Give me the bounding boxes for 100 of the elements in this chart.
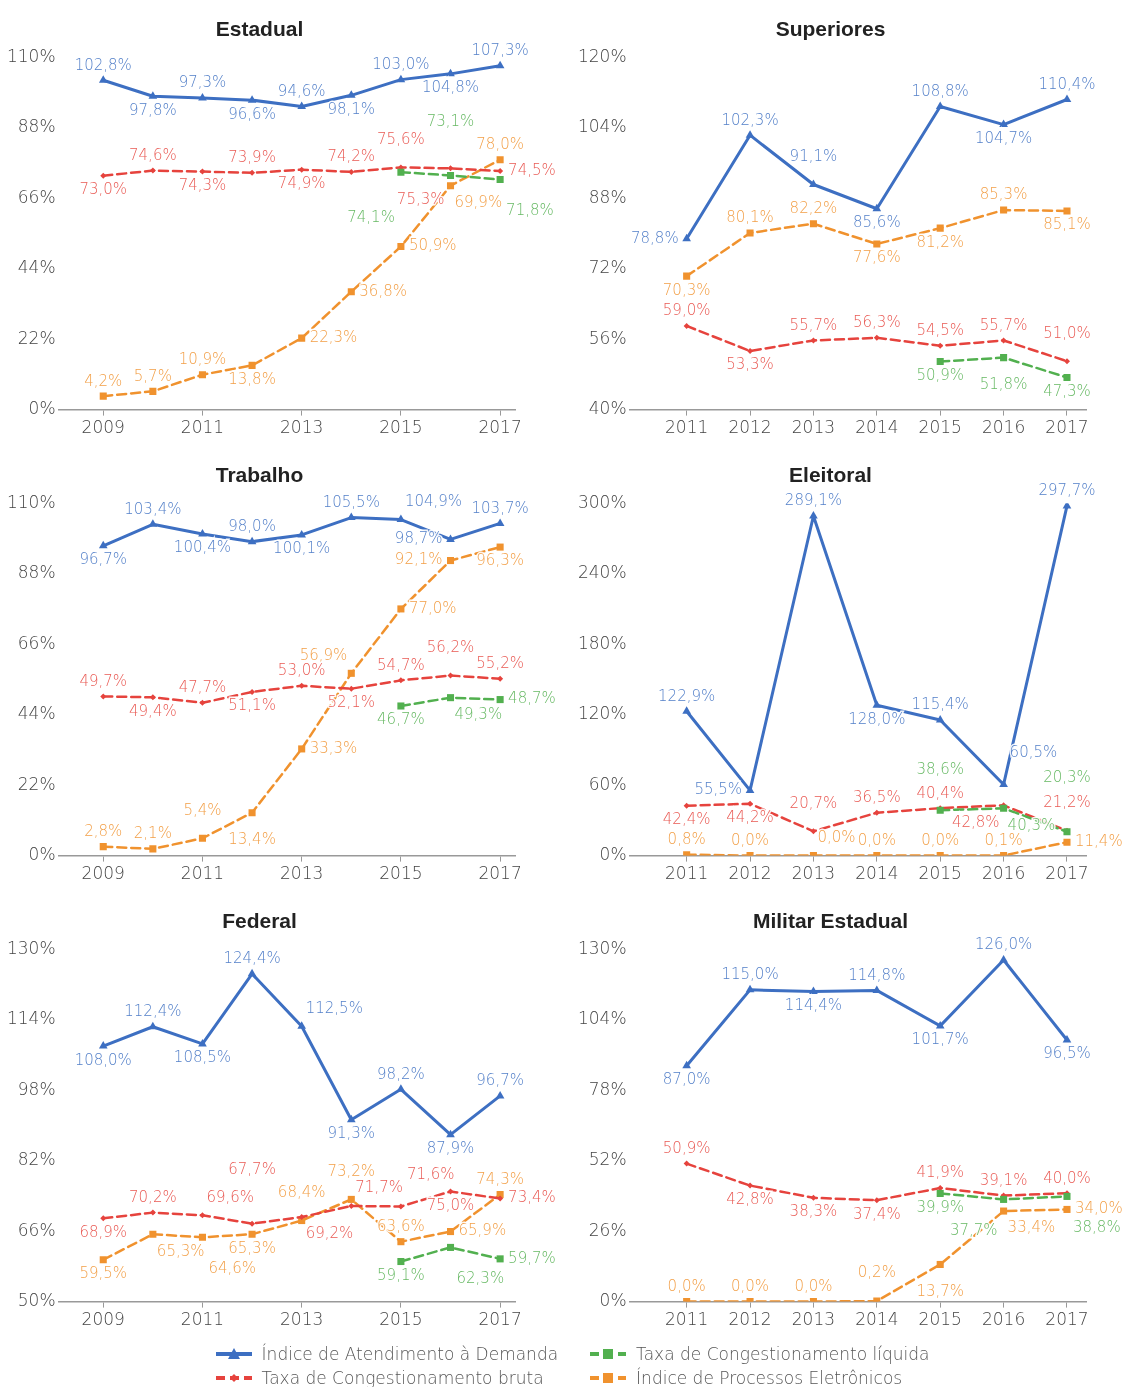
y-tick-label: 114% [6, 1008, 56, 1029]
x-tick-label: 2009 [81, 417, 125, 438]
data-label: 100,4% [173, 538, 232, 557]
point [199, 699, 206, 706]
point [298, 682, 305, 689]
x-tick-label: 2012 [728, 1309, 772, 1330]
y-tick-label: 66% [17, 186, 56, 207]
x-tick-label: 2016 [981, 1309, 1026, 1330]
point [1000, 1207, 1008, 1215]
x-tick-label: 2017 [1045, 1309, 1089, 1330]
data-label: 13,8% [228, 369, 276, 388]
data-label: 87,0% [662, 1070, 711, 1089]
point [249, 688, 256, 695]
point [100, 1215, 107, 1222]
data-label: 48,7% [508, 689, 556, 708]
point [809, 511, 818, 519]
point [447, 1188, 454, 1195]
data-label: 69,9% [454, 193, 503, 212]
point [935, 715, 945, 723]
x-tick-label: 2015 [918, 863, 962, 884]
legend-label: Índice de Atendimento à Demanda [261, 1344, 559, 1364]
data-label: 22,3% [309, 328, 358, 347]
x-tick-label: 2011 [665, 863, 709, 884]
y-tick-label: 110% [6, 45, 56, 66]
data-label: 114,8% [848, 965, 906, 984]
point [298, 1214, 305, 1221]
data-label: 55,5% [694, 780, 743, 799]
chart-title: Estadual [215, 17, 304, 41]
x-tick-label: 2013 [791, 417, 836, 438]
y-tick-label: 26% [588, 1219, 627, 1240]
point [873, 334, 880, 341]
point [198, 1038, 207, 1047]
point [745, 130, 755, 138]
point [149, 167, 156, 174]
data-label: 85,3% [979, 185, 1028, 204]
data-label: 44,2% [726, 808, 774, 827]
data-label: 74,1% [347, 207, 395, 226]
point [745, 984, 755, 993]
data-label: 41,9% [916, 1163, 965, 1182]
data-label: 68,4% [277, 1182, 326, 1201]
data-label: 33,3% [309, 738, 358, 757]
x-tick-label: 2013 [280, 863, 324, 884]
data-label: 21,2% [1043, 793, 1091, 812]
data-label: 0,0% [794, 1276, 833, 1295]
data-label: 62,3% [456, 1268, 505, 1287]
data-label: 42,8% [726, 1189, 774, 1208]
data-label: 98,1% [327, 99, 376, 118]
data-label: 50,9% [662, 1139, 711, 1158]
data-label: 78,8% [631, 228, 679, 247]
point [937, 342, 944, 349]
data-label: 47,3% [1043, 381, 1091, 400]
data-label: 104,9% [404, 491, 463, 510]
data-label: 55,7% [979, 315, 1028, 334]
data-label: 97,3% [178, 73, 227, 92]
point [298, 334, 306, 342]
point [149, 1230, 157, 1238]
point [682, 706, 691, 714]
point [198, 834, 206, 842]
data-label: 103,7% [471, 498, 529, 517]
data-label: 52,1% [327, 693, 376, 712]
point [496, 156, 504, 164]
point [397, 243, 405, 251]
y-tick-label: 40% [588, 398, 627, 419]
point [747, 1182, 754, 1189]
x-tick-label: 2011 [665, 417, 709, 438]
data-label: 53,0% [277, 661, 326, 680]
y-tick-label: 88% [17, 116, 56, 137]
data-label: 74,9% [277, 174, 326, 193]
point [497, 675, 504, 682]
data-label: 38,8% [1072, 1217, 1121, 1236]
point [447, 672, 454, 679]
point [347, 1195, 355, 1203]
x-tick-label: 2015 [918, 417, 962, 438]
point [683, 802, 690, 809]
y-tick-label: 300% [577, 491, 627, 512]
point [148, 519, 158, 527]
point [348, 168, 355, 175]
data-label: 49,4% [129, 701, 177, 720]
data-label: 33,4% [1007, 1218, 1056, 1237]
point [810, 828, 817, 835]
data-label: 103,0% [372, 55, 430, 74]
data-label: 74,2% [327, 147, 376, 166]
data-label: 112,5% [305, 998, 363, 1017]
data-label: 73,9% [228, 148, 276, 167]
data-label: 39,1% [979, 1171, 1028, 1189]
data-label: 64,6% [208, 1258, 257, 1277]
data-label: 0,0% [817, 827, 856, 846]
point [683, 322, 690, 329]
y-tick-label: 0% [28, 844, 56, 865]
point [936, 1189, 944, 1197]
point [495, 60, 505, 69]
data-label: 104,8% [421, 78, 480, 97]
x-tick-label: 2012 [728, 417, 772, 438]
data-label: 70,2% [129, 1188, 177, 1207]
data-label: 55,7% [789, 315, 838, 334]
point [198, 92, 207, 101]
data-label: 92,1% [394, 550, 443, 569]
chart-title: Militar Estadual [752, 909, 909, 933]
data-label: 13,7% [916, 1281, 965, 1300]
point [249, 1220, 256, 1227]
